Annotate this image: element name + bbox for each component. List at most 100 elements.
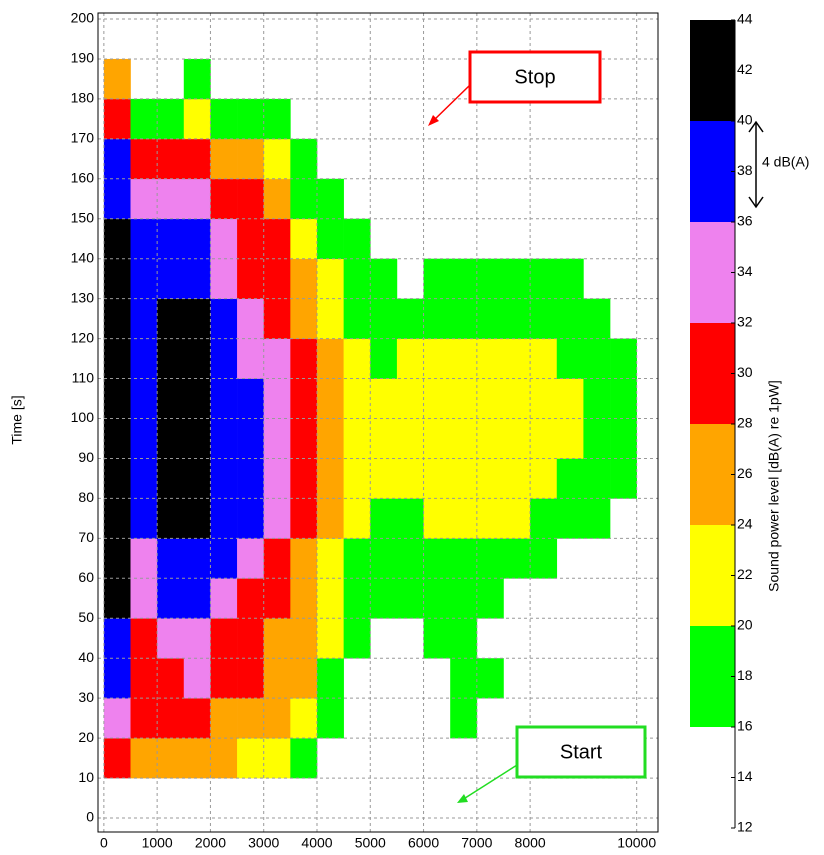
- heat-cell: [290, 538, 318, 579]
- x-tick-label: 6000: [408, 835, 439, 850]
- heat-cell: [103, 98, 131, 140]
- start-arrow-head: [457, 794, 468, 803]
- y-tick-label: 150: [71, 209, 95, 225]
- heat-cell: [343, 298, 371, 339]
- heat-cell: [370, 418, 398, 459]
- heat-cell: [157, 538, 185, 579]
- heat-cell: [290, 218, 318, 259]
- heat-cell: [103, 178, 131, 220]
- heat-cell: [583, 418, 611, 459]
- heat-cell: [237, 658, 265, 699]
- colorbar-tick-label: 38: [737, 162, 753, 178]
- heat-cell: [316, 498, 344, 539]
- colorbar-tick-label: 12: [737, 819, 753, 835]
- heat-cell: [423, 498, 451, 539]
- heat-cell: [476, 298, 504, 339]
- heat-cell: [530, 378, 558, 419]
- heat-cell: [157, 258, 185, 299]
- heat-cell: [237, 298, 265, 339]
- heat-cell: [316, 258, 344, 299]
- heat-cell: [370, 578, 398, 619]
- heat-cell: [396, 298, 424, 339]
- y-tick-label: 180: [71, 90, 95, 106]
- y-tick-label: 70: [78, 529, 94, 545]
- heat-cell: [343, 338, 371, 379]
- heat-cell: [396, 578, 424, 619]
- heat-cell: [210, 698, 238, 739]
- heat-cell: [396, 378, 424, 419]
- heat-cell: [370, 258, 398, 299]
- y-axis-label: Time [s]: [9, 395, 25, 444]
- colorbar-tick-label: 20: [737, 617, 753, 633]
- heat-cell: [103, 418, 131, 459]
- heat-cell: [503, 498, 531, 539]
- heat-cell: [237, 538, 265, 579]
- heat-cell: [423, 538, 451, 579]
- heat-cell: [370, 538, 398, 579]
- colorbar-band: [690, 626, 735, 727]
- heat-cell: [210, 458, 238, 499]
- heat-cell: [503, 378, 531, 419]
- heat-cell: [183, 218, 211, 259]
- heat-cell: [290, 578, 318, 619]
- colorbar-band: [690, 20, 735, 121]
- x-tick-label: 7000: [461, 835, 492, 850]
- heat-cell: [183, 58, 211, 100]
- heat-cell: [130, 498, 158, 539]
- heat-cell: [503, 538, 531, 579]
- heat-cell: [450, 418, 478, 459]
- heat-cell: [316, 338, 344, 379]
- heat-cell: [103, 378, 131, 419]
- heat-cell: [290, 258, 318, 299]
- heat-cell: [130, 378, 158, 419]
- heat-cell: [530, 338, 558, 379]
- heat-cell: [290, 298, 318, 339]
- heat-cell: [210, 98, 238, 140]
- heat-cell: [343, 258, 371, 299]
- heat-cell: [583, 378, 611, 419]
- heat-cell: [316, 298, 344, 339]
- heat-cell: [183, 298, 211, 339]
- heat-cell: [210, 138, 238, 180]
- heat-cell: [476, 338, 504, 379]
- heat-cell: [370, 458, 398, 499]
- heat-cell: [316, 458, 344, 499]
- heat-cell: [183, 698, 211, 739]
- heat-cell: [450, 298, 478, 339]
- colorbar-band: [690, 525, 735, 626]
- heat-cell: [583, 458, 611, 499]
- heat-cell: [263, 618, 291, 659]
- heat-cell: [183, 178, 211, 220]
- x-tick-label: 0: [100, 835, 108, 850]
- heat-cell: [183, 458, 211, 499]
- colorbar-tick-label: 18: [737, 667, 753, 683]
- heat-cell: [157, 698, 185, 739]
- heat-cell: [263, 458, 291, 499]
- heat-cell: [237, 578, 265, 619]
- heat-cell: [370, 378, 398, 419]
- heat-cell: [237, 338, 265, 379]
- colorbar-tick-label: 16: [737, 718, 753, 734]
- heat-cell: [450, 578, 478, 619]
- heat-cell: [210, 618, 238, 659]
- x-tick-label: 2000: [195, 835, 226, 850]
- heat-cell: [183, 618, 211, 659]
- colorbar-tick-label: 36: [737, 213, 753, 229]
- heat-cell: [130, 138, 158, 180]
- heat-cell: [343, 218, 371, 259]
- stop-arrow-head: [428, 115, 439, 126]
- heat-cell: [157, 338, 185, 379]
- stop-label: Stop: [514, 66, 555, 88]
- heat-cell: [183, 98, 211, 140]
- y-tick-label: 130: [71, 289, 95, 305]
- start-label: Start: [560, 741, 603, 763]
- heat-cell: [263, 738, 291, 779]
- heat-cell: [316, 578, 344, 619]
- heat-cell: [103, 578, 131, 619]
- heat-cell: [130, 618, 158, 659]
- heat-cell: [476, 378, 504, 419]
- heat-cell: [530, 298, 558, 339]
- heat-cell: [210, 578, 238, 619]
- heat-cell: [503, 458, 531, 499]
